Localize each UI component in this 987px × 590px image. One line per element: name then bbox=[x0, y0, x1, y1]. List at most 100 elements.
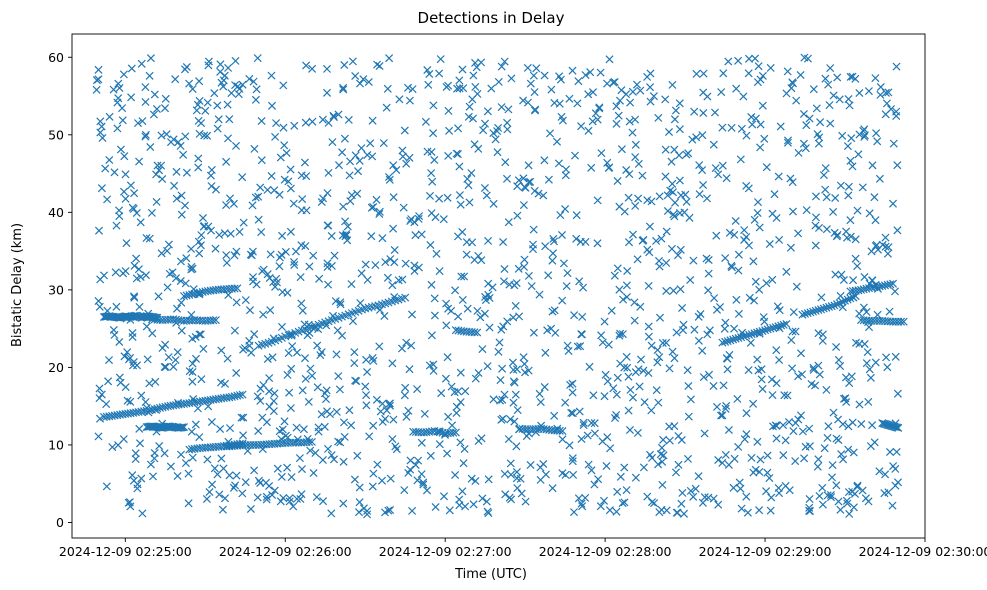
data-point bbox=[878, 240, 887, 249]
track-point-track-13 bbox=[806, 308, 815, 317]
data-point bbox=[187, 265, 196, 274]
data-point bbox=[552, 137, 562, 146]
data-point bbox=[534, 189, 543, 198]
data-point bbox=[844, 182, 853, 191]
data-point bbox=[122, 239, 131, 248]
track-point-track-14 bbox=[886, 280, 895, 289]
data-point bbox=[584, 460, 593, 469]
data-point bbox=[892, 62, 901, 71]
data-point bbox=[786, 174, 795, 183]
data-point bbox=[160, 104, 170, 113]
data-point bbox=[865, 365, 874, 374]
data-point bbox=[763, 451, 772, 460]
data-point bbox=[196, 330, 205, 339]
data-point bbox=[623, 363, 632, 372]
data-point bbox=[131, 455, 140, 464]
data-point bbox=[220, 229, 229, 238]
data-point bbox=[613, 264, 622, 273]
data-point bbox=[95, 414, 105, 423]
track-point-track-8 bbox=[344, 310, 353, 319]
data-point bbox=[431, 502, 440, 512]
data-point bbox=[97, 390, 106, 399]
data-point bbox=[749, 399, 758, 408]
track-point-track-5 bbox=[206, 316, 215, 325]
data-point bbox=[355, 483, 364, 492]
data-point bbox=[483, 362, 492, 371]
data-point bbox=[497, 325, 506, 334]
data-point bbox=[328, 138, 337, 147]
data-point bbox=[419, 480, 428, 489]
data-point bbox=[259, 381, 268, 390]
data-point bbox=[782, 267, 791, 276]
data-point bbox=[881, 110, 890, 119]
data-point bbox=[695, 190, 704, 199]
data-point bbox=[155, 441, 164, 451]
data-point bbox=[141, 97, 150, 107]
data-point bbox=[149, 110, 158, 119]
data-point bbox=[678, 488, 687, 497]
data-point bbox=[441, 374, 450, 383]
data-point bbox=[273, 464, 282, 473]
data-point bbox=[868, 161, 877, 170]
data-point bbox=[319, 194, 328, 203]
data-point bbox=[430, 155, 439, 165]
data-point bbox=[305, 262, 314, 271]
data-point bbox=[846, 156, 855, 165]
data-point bbox=[329, 111, 338, 120]
data-point bbox=[767, 375, 776, 384]
data-point bbox=[529, 71, 538, 80]
data-point bbox=[385, 401, 395, 410]
data-point bbox=[287, 364, 296, 373]
data-point bbox=[590, 419, 599, 428]
x-axis-label: Time (UTC) bbox=[454, 567, 527, 582]
track-point-track-2 bbox=[126, 409, 135, 418]
data-point bbox=[295, 454, 304, 463]
y-axis-label: Bistatic Delay (km) bbox=[10, 223, 25, 347]
data-point bbox=[737, 124, 746, 133]
data-point bbox=[802, 206, 811, 215]
data-point bbox=[155, 166, 164, 175]
data-point bbox=[327, 261, 336, 270]
data-point bbox=[747, 112, 756, 122]
data-point bbox=[670, 354, 679, 363]
data-point bbox=[323, 259, 332, 268]
data-point bbox=[644, 281, 653, 290]
data-point bbox=[758, 71, 767, 80]
data-point bbox=[367, 203, 376, 212]
data-point bbox=[818, 336, 827, 345]
data-point bbox=[390, 258, 399, 267]
data-point bbox=[404, 468, 413, 477]
data-point bbox=[119, 70, 128, 79]
data-point bbox=[677, 499, 686, 508]
data-point bbox=[832, 481, 841, 490]
data-point bbox=[458, 65, 467, 74]
track-point-track-12 bbox=[737, 333, 746, 342]
data-point bbox=[379, 139, 388, 148]
data-point bbox=[558, 116, 567, 125]
data-point bbox=[719, 69, 728, 78]
data-point bbox=[563, 269, 572, 278]
track-point-track-12 bbox=[750, 329, 759, 338]
data-point bbox=[311, 448, 320, 458]
data-point bbox=[135, 302, 144, 311]
track-point-track-8 bbox=[317, 319, 326, 328]
data-point bbox=[485, 323, 494, 332]
data-point bbox=[739, 92, 748, 101]
data-point bbox=[214, 115, 223, 124]
data-point bbox=[596, 502, 605, 511]
data-point bbox=[389, 161, 398, 170]
data-point bbox=[616, 329, 625, 338]
data-point bbox=[694, 472, 703, 481]
track-point-track-14 bbox=[862, 284, 871, 293]
data-point bbox=[884, 88, 893, 97]
data-point bbox=[363, 506, 372, 515]
data-point bbox=[628, 230, 638, 239]
data-point bbox=[532, 64, 541, 73]
data-point bbox=[334, 437, 343, 446]
data-point bbox=[340, 60, 349, 70]
data-point bbox=[308, 371, 317, 380]
track-point-track-8 bbox=[277, 333, 286, 342]
data-point bbox=[256, 183, 265, 192]
data-point bbox=[885, 307, 894, 316]
data-point bbox=[652, 386, 661, 395]
